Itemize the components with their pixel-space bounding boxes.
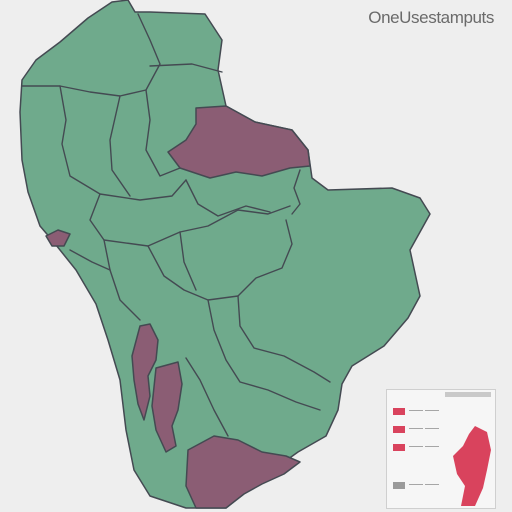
legend-swatch [393,443,405,451]
border-12 [103,239,141,321]
legend-map-icon [453,426,491,506]
border-3 [109,95,131,197]
legend-label: —— —— [409,443,439,450]
legend-item: —— —— [393,406,439,416]
border-14 [185,357,229,437]
region-northeast-highlight[interactable] [167,105,311,179]
legend-swatch [393,481,405,489]
border-1 [21,13,161,97]
legend-label: —— —— [409,425,439,432]
region-south-highlight[interactable] [185,435,301,509]
border-11 [207,299,321,411]
legend-header-bar [445,392,491,397]
border-4 [145,89,181,177]
region-west-coast-highlight[interactable] [131,323,159,421]
legend-swatch [393,407,405,415]
border-5 [149,63,223,73]
border-9 [179,231,197,291]
legend-item: —— —— [393,424,439,434]
legend-label: —— —— [409,481,439,488]
border-13 [69,249,111,271]
map-title: OneUsestamputs [368,8,494,27]
legend-item: —— —— [393,442,439,452]
legend-swatch [393,425,405,433]
legend: —— —— —— —— —— —— —— —— [386,389,496,509]
border-15 [291,169,301,215]
border-10 [237,295,331,383]
border-7 [185,179,271,217]
border-2 [59,85,187,201]
legend-item: —— —— [393,480,439,490]
region-small-west-highlight[interactable] [45,229,71,247]
region-southwest-highlight[interactable] [151,361,183,453]
legend-label: —— —— [409,407,439,414]
